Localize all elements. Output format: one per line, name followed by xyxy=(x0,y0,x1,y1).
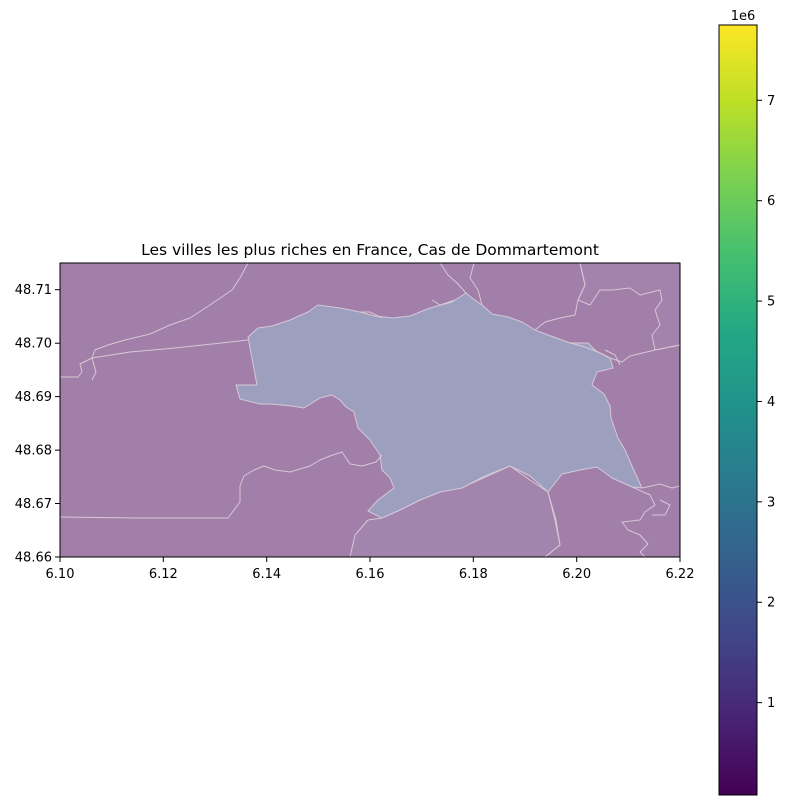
x-tick-label: 6.18 xyxy=(459,567,488,582)
x-axis: 6.10 6.12 6.14 6.16 6.18 6.20 6.22 xyxy=(46,557,695,582)
boundary-line xyxy=(91,339,249,359)
colorbar-tick-label: 2 xyxy=(767,596,775,611)
x-tick-label: 6.12 xyxy=(149,567,178,582)
colorbar-tick-label: 7 xyxy=(767,94,775,109)
boundary-line xyxy=(439,263,467,294)
colorbar-tick-label: 6 xyxy=(767,194,775,209)
y-tick-label: 48.68 xyxy=(15,444,52,459)
boundary-line xyxy=(60,451,383,519)
map-title: Les villes les plus riches en France, Ca… xyxy=(141,241,599,259)
boundary-line xyxy=(60,357,97,381)
colorbar-tick-label: 1 xyxy=(767,696,775,711)
x-tick-label: 6.10 xyxy=(46,567,75,582)
y-tick-label: 48.71 xyxy=(15,283,52,298)
boundary-line xyxy=(360,311,383,319)
boundary-line xyxy=(641,483,680,489)
boundary-line xyxy=(544,491,561,557)
colorbar-ticks: 1 2 3 4 5 6 7 xyxy=(757,94,775,711)
x-tick-label: 6.20 xyxy=(562,567,591,582)
y-tick-label: 48.67 xyxy=(15,497,52,512)
boundary-line xyxy=(621,486,656,557)
y-axis: 48.71 48.70 48.69 48.68 48.67 48.66 xyxy=(15,283,60,566)
boundary-line xyxy=(534,263,586,331)
x-tick-label: 6.14 xyxy=(252,567,281,582)
y-tick-label: 48.69 xyxy=(15,390,52,405)
boundary-line xyxy=(604,349,621,366)
boundary-line xyxy=(431,299,456,306)
map-area xyxy=(60,263,680,557)
boundary-line xyxy=(91,263,249,359)
colorbar-multiplier: 1e6 xyxy=(731,9,756,24)
colorbar: 1e6 1 2 3 4 5 6 7 xyxy=(718,9,775,796)
boundary-line xyxy=(652,499,671,516)
y-tick-label: 48.70 xyxy=(15,337,52,352)
boundary-line xyxy=(469,263,483,306)
colorbar-tick-label: 4 xyxy=(767,395,775,410)
colorbar-gradient xyxy=(718,24,758,796)
boundary-line xyxy=(569,342,680,363)
colorbar-tick-label: 3 xyxy=(767,495,775,510)
y-tick-label: 48.66 xyxy=(15,551,52,566)
x-tick-label: 6.22 xyxy=(666,567,695,582)
colorbar-tick-label: 5 xyxy=(767,295,775,310)
x-tick-label: 6.16 xyxy=(356,567,385,582)
